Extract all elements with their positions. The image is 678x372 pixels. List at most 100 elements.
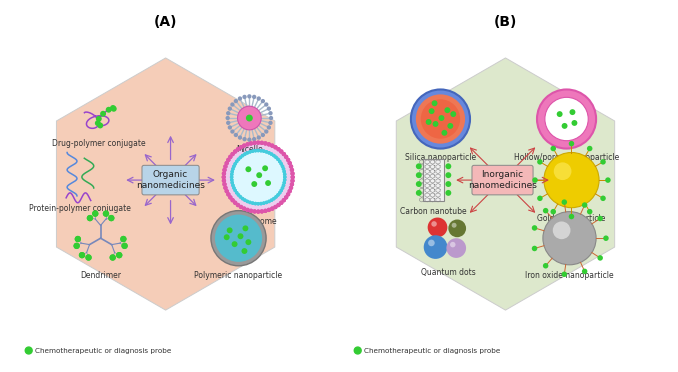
Circle shape xyxy=(223,164,228,169)
Circle shape xyxy=(281,186,284,190)
Circle shape xyxy=(251,149,254,153)
Circle shape xyxy=(283,181,286,185)
Circle shape xyxy=(121,243,127,249)
Circle shape xyxy=(234,133,238,137)
Circle shape xyxy=(116,252,123,258)
Circle shape xyxy=(283,173,286,176)
Circle shape xyxy=(222,171,226,176)
Circle shape xyxy=(238,96,242,101)
Circle shape xyxy=(416,94,465,144)
Circle shape xyxy=(98,122,103,128)
Circle shape xyxy=(277,203,281,207)
Circle shape xyxy=(224,189,229,193)
Circle shape xyxy=(245,208,250,212)
Circle shape xyxy=(233,149,237,154)
Text: Chemotherapeutic or diagnosis probe: Chemotherapeutic or diagnosis probe xyxy=(363,347,500,353)
Circle shape xyxy=(569,141,574,147)
Circle shape xyxy=(243,152,247,156)
Circle shape xyxy=(551,146,556,151)
Circle shape xyxy=(264,150,268,154)
Text: Quantum dots: Quantum dots xyxy=(421,268,476,277)
Circle shape xyxy=(532,225,537,231)
Circle shape xyxy=(256,209,260,214)
Circle shape xyxy=(587,209,593,214)
Circle shape xyxy=(532,177,538,183)
Circle shape xyxy=(230,175,233,179)
Circle shape xyxy=(267,200,271,203)
Circle shape xyxy=(441,130,447,136)
Circle shape xyxy=(270,144,275,148)
Circle shape xyxy=(291,175,295,179)
Circle shape xyxy=(236,147,240,151)
Circle shape xyxy=(241,154,244,157)
Circle shape xyxy=(266,106,271,111)
Circle shape xyxy=(270,206,275,211)
Circle shape xyxy=(224,189,229,193)
Circle shape xyxy=(226,111,231,115)
Circle shape xyxy=(75,236,81,242)
Text: Protein-polymer conjugate: Protein-polymer conjugate xyxy=(29,204,131,213)
Circle shape xyxy=(287,161,292,165)
Circle shape xyxy=(277,147,281,151)
Circle shape xyxy=(561,272,567,277)
Circle shape xyxy=(452,223,456,228)
Circle shape xyxy=(222,182,226,186)
FancyBboxPatch shape xyxy=(422,160,444,201)
Circle shape xyxy=(254,149,257,153)
Circle shape xyxy=(243,198,247,202)
Circle shape xyxy=(243,152,247,156)
Circle shape xyxy=(234,99,238,103)
Circle shape xyxy=(222,168,226,172)
Circle shape xyxy=(283,178,286,182)
Circle shape xyxy=(272,154,276,157)
Circle shape xyxy=(273,145,277,150)
Circle shape xyxy=(411,89,470,148)
Circle shape xyxy=(231,198,235,202)
Circle shape xyxy=(232,186,236,190)
Circle shape xyxy=(263,209,268,213)
Circle shape xyxy=(554,162,572,180)
Circle shape xyxy=(103,211,109,217)
Circle shape xyxy=(282,183,285,187)
Circle shape xyxy=(281,198,286,202)
Circle shape xyxy=(233,189,237,192)
Circle shape xyxy=(428,108,435,114)
Circle shape xyxy=(278,191,281,195)
Text: (A): (A) xyxy=(154,16,178,29)
Circle shape xyxy=(75,236,81,242)
Polygon shape xyxy=(396,58,615,310)
Circle shape xyxy=(279,189,283,192)
Circle shape xyxy=(92,211,98,217)
Circle shape xyxy=(232,186,236,190)
Circle shape xyxy=(211,211,266,266)
Circle shape xyxy=(79,252,85,258)
Circle shape xyxy=(248,150,252,154)
Circle shape xyxy=(251,201,254,205)
Circle shape xyxy=(572,120,578,126)
Text: Chemotherapeutic or diagnosis probe: Chemotherapeutic or diagnosis probe xyxy=(35,347,171,353)
Circle shape xyxy=(262,201,266,205)
Circle shape xyxy=(252,209,257,214)
Circle shape xyxy=(270,198,273,202)
Circle shape xyxy=(570,109,576,115)
Circle shape xyxy=(283,170,286,173)
Circle shape xyxy=(252,137,256,141)
Circle shape xyxy=(281,152,286,156)
Circle shape xyxy=(254,202,257,205)
Circle shape xyxy=(100,111,106,117)
Circle shape xyxy=(239,155,242,159)
Circle shape xyxy=(242,137,247,141)
Circle shape xyxy=(231,198,235,202)
Circle shape xyxy=(284,155,288,159)
Circle shape xyxy=(241,197,244,201)
Circle shape xyxy=(251,149,254,153)
Circle shape xyxy=(450,111,456,117)
Circle shape xyxy=(273,205,277,209)
Circle shape xyxy=(447,123,454,129)
Circle shape xyxy=(279,201,283,205)
Circle shape xyxy=(256,141,260,145)
Circle shape xyxy=(239,195,242,199)
Circle shape xyxy=(603,235,609,241)
Circle shape xyxy=(261,99,265,103)
Circle shape xyxy=(446,238,466,258)
